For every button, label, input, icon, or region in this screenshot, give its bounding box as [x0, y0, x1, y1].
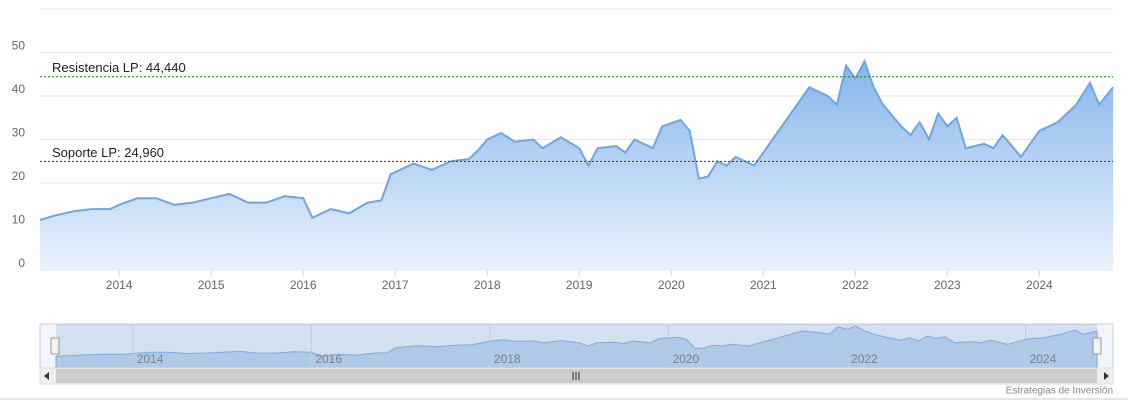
- navigator-handle[interactable]: [50, 337, 60, 355]
- x-tick-label: 2020: [658, 278, 685, 292]
- x-tick-label: 2024: [1026, 278, 1053, 292]
- y-tick-label: 50: [12, 39, 26, 53]
- y-tick-label: 10: [12, 213, 26, 227]
- y-tick-label: 40: [12, 82, 26, 96]
- reference-label: Soporte LP: 24,960: [52, 145, 164, 160]
- x-tick-label: 2014: [106, 278, 133, 292]
- navigator-handle[interactable]: [1092, 337, 1102, 355]
- scroll-right[interactable]: [1104, 372, 1109, 380]
- x-tick-label: 2023: [934, 278, 961, 292]
- scroll-left[interactable]: [44, 372, 49, 380]
- navigator-label: 2016: [315, 352, 342, 366]
- plot: 0 10 20 30 40 50 2014 2015 2016 2017 2018 2019 2020 2…: [12, 8, 1114, 292]
- credit: Estrategias de Inversión: [1006, 386, 1113, 397]
- navigator-mask: [56, 324, 1097, 368]
- navigator-label: 2018: [494, 352, 521, 366]
- x-tick-label: 2021: [750, 278, 777, 292]
- x-tick-label: 2022: [842, 278, 869, 292]
- y-tick-label: 20: [12, 169, 26, 183]
- y-tick-label: 0: [18, 256, 25, 270]
- x-tick-label: 2019: [566, 278, 593, 292]
- line: [39, 58, 1114, 221]
- x-tick-label: 2018: [474, 278, 501, 292]
- scroll-grip: [572, 372, 580, 380]
- navigator-label: 2020: [672, 352, 699, 366]
- y-tick-label: 30: [12, 126, 26, 140]
- navigator-label: 2022: [851, 352, 878, 366]
- x-tick-label: 2017: [382, 278, 409, 292]
- navigator-label: 2014: [137, 352, 164, 366]
- reference-label: Resistencia LP: 44,440: [52, 60, 186, 75]
- navigator-label: 2024: [1030, 352, 1057, 366]
- x-tick-label: 2016: [290, 278, 317, 292]
- area: [40, 61, 1113, 271]
- x-tick-label: 2015: [198, 278, 225, 292]
- navigator-series: 2014 2016 2018 2020 2022 2024: [55, 324, 1098, 369]
